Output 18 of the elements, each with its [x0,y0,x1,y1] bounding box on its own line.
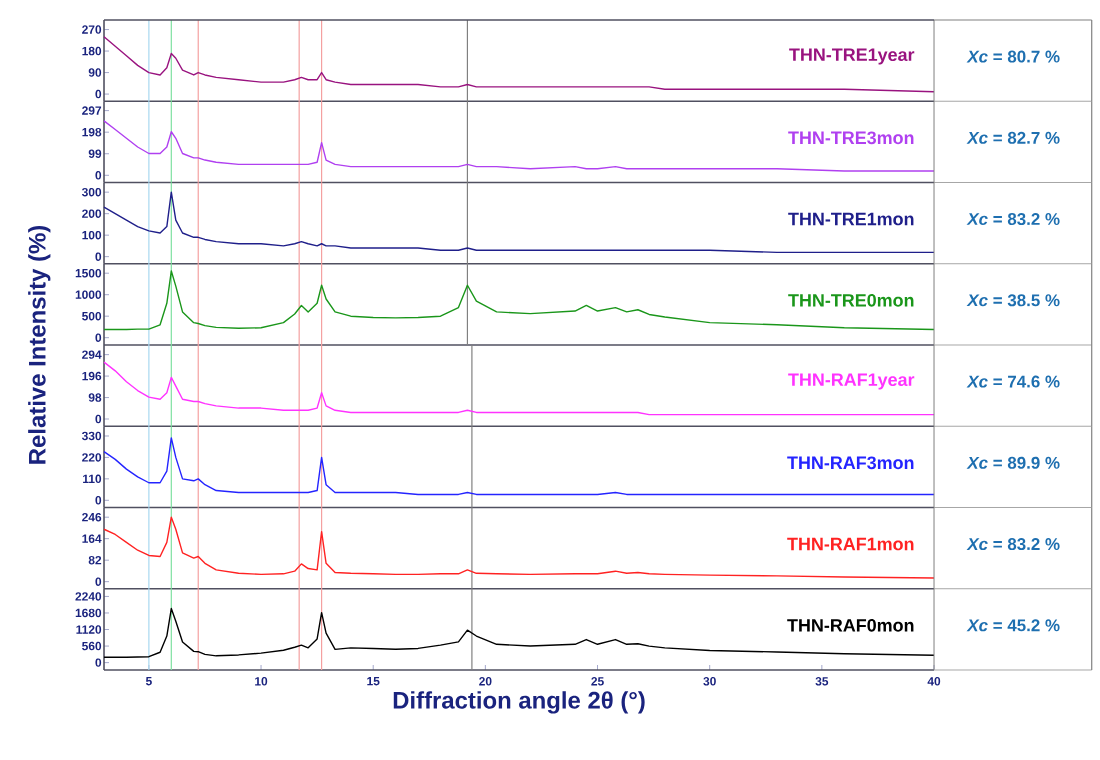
text: Xc = 82.7 % [966,131,1060,144]
series-label: THN-RAF1year [788,373,915,390]
series-label: THN-TRE3mon [788,131,914,145]
y-axis-title: Relative Intensity (%) [28,225,51,464]
x-axis-title: Diffraction angle 2θ (°) [393,691,645,714]
text: Xc = 83.2 % [966,538,1060,551]
text: Xc = 74.6 % [966,375,1060,388]
text: Xc = 80.7 % [966,50,1060,63]
text: Xc = 83.2 % [966,213,1060,226]
series-label: THN-RAF3mon [787,456,914,470]
text: Xc = 89.9 % [966,456,1060,469]
series-label: THN-TRE1mon [788,212,914,226]
series-label: THN-TRE0mon [788,293,914,307]
text: Xc = 45.2 % [966,619,1060,632]
series-label: THN-RAF1mon [787,537,914,551]
series-label: THN-RAF0mon [787,618,914,632]
text: Xc = 38.5 % [966,294,1060,307]
series-label: THN-TRE1year [789,48,915,65]
